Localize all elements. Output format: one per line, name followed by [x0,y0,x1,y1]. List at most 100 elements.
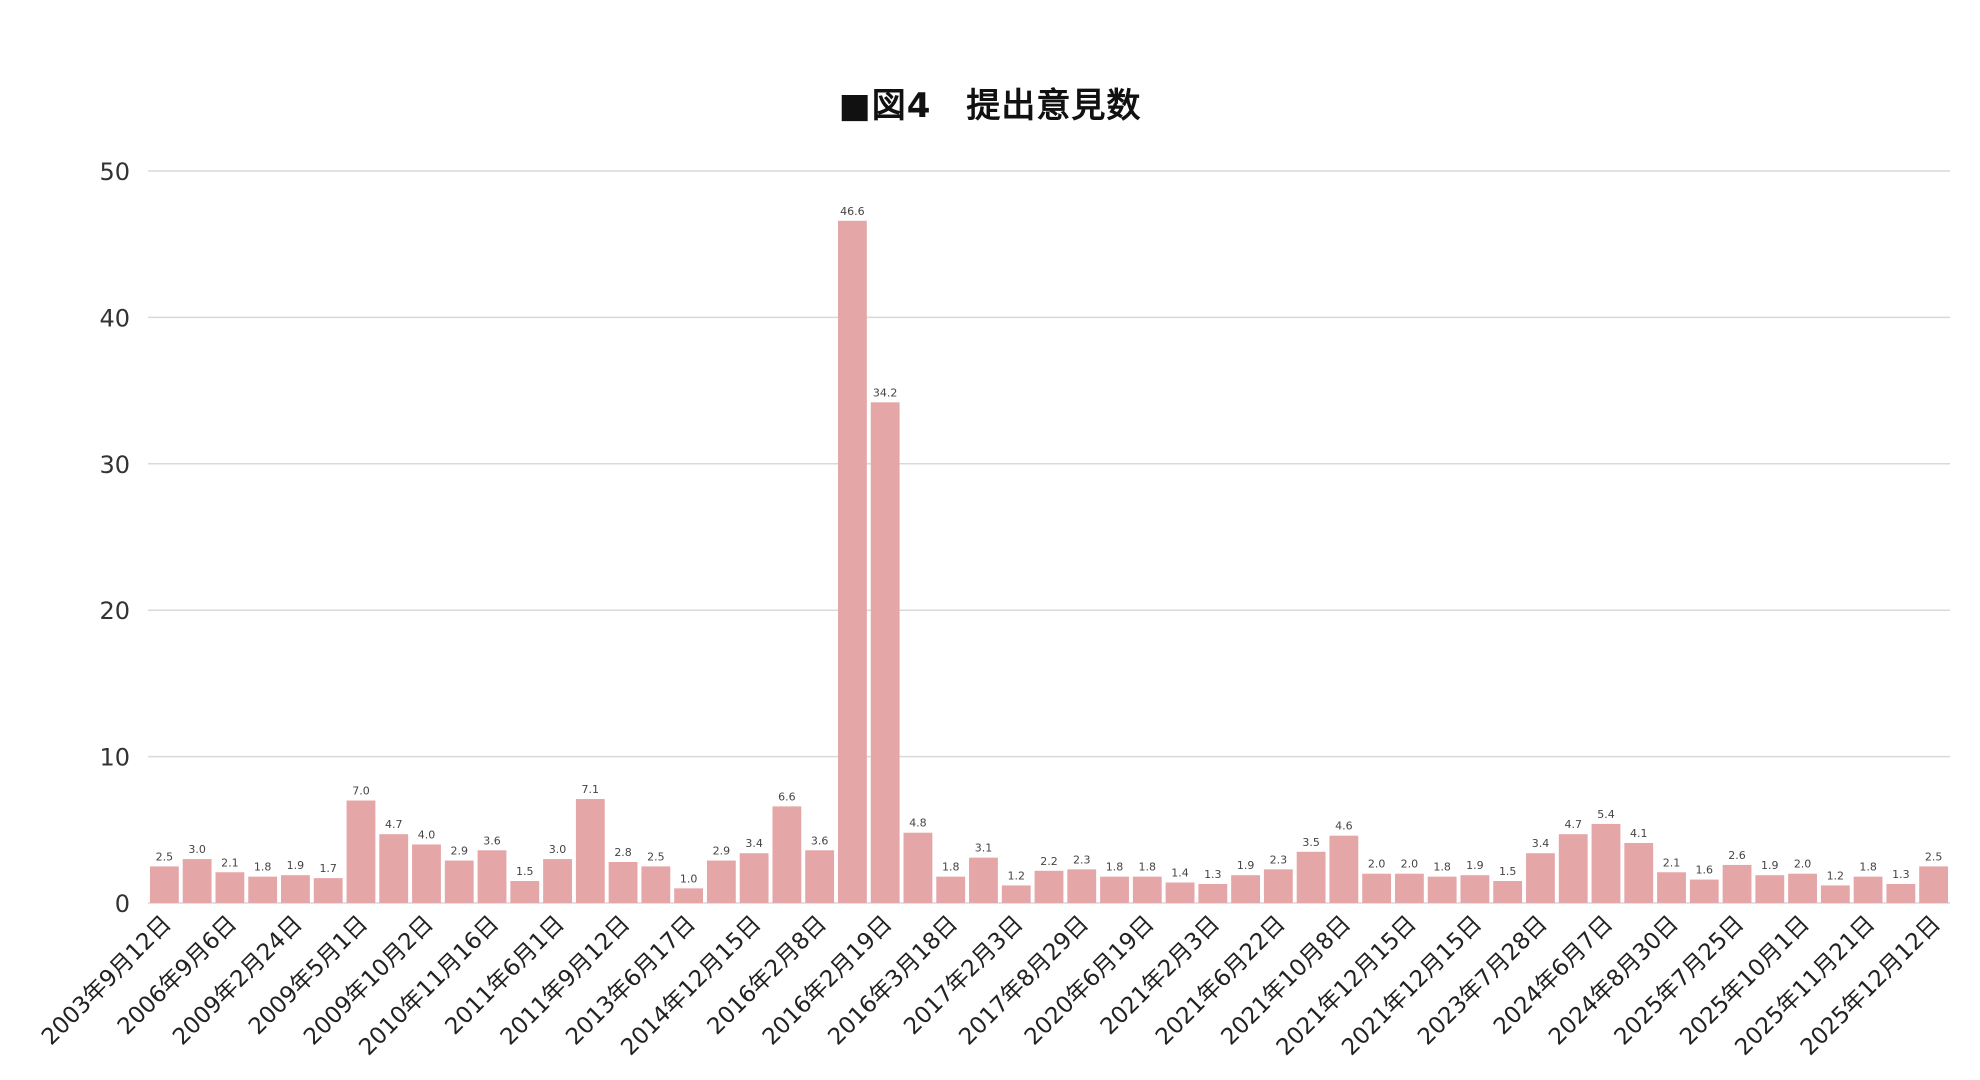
data-label: 3.6 [811,834,829,847]
bar [1591,823,1621,903]
data-label: 3.0 [549,843,567,856]
data-label: 4.7 [385,818,403,831]
data-label: 1.9 [1237,859,1255,872]
bar [379,834,409,903]
x-axis-ticks: 2003年9月12日2006年9月6日2009年2月24日2009年5月1日20… [37,911,1946,1061]
bar [1394,873,1424,903]
data-label: 3.1 [975,842,993,855]
data-label: 6.6 [778,790,796,803]
data-label: 1.8 [254,861,272,874]
data-label: 1.8 [1433,861,1451,874]
bar [1820,885,1850,903]
bar [510,881,540,903]
data-label: 5.4 [1597,808,1615,821]
data-label: 34.2 [873,386,898,399]
x-tick-label: 2016年2月8日 [703,911,832,1040]
bar [1034,870,1064,903]
data-label: 2.8 [614,846,632,859]
data-label: 2.2 [1040,855,1058,868]
bar [1722,864,1752,903]
data-label: 1.8 [1859,861,1877,874]
data-label: 4.7 [1564,818,1582,831]
bar [870,402,900,903]
data-label: 1.8 [1139,861,1157,874]
bar [575,799,605,903]
bar [608,862,638,903]
x-tick-label: 2011年6月1日 [441,911,570,1040]
data-label: 2.3 [1270,853,1288,866]
data-label: 46.6 [840,205,865,218]
data-label: 1.4 [1171,867,1189,880]
data-labels: 2.5 3.0 2.1 1.8 1.9 1.7 7.0 4.7 4.0 2.9 3.6 1.5 3.0 7… [156,205,1943,886]
x-tick-label: 2024年6月7日 [1489,911,1618,1040]
data-label: 1.9 [1466,859,1484,872]
bar [412,844,441,903]
x-tick-label: 2021年2月3日 [1096,911,1225,1040]
bar [281,875,310,903]
data-label: 3.6 [483,834,501,847]
bar [1493,881,1523,903]
bar [1558,834,1588,903]
bar [477,850,507,903]
bar [1853,876,1883,903]
bar [936,876,966,903]
data-label: 1.3 [1892,868,1910,881]
bar [1919,866,1949,903]
data-label: 4.1 [1630,827,1648,840]
y-tick-label: 0 [115,890,130,918]
data-label: 1.7 [319,862,337,875]
bar [838,220,867,903]
bar [1657,872,1686,903]
data-label: 2.5 [156,850,174,863]
y-tick-label: 40 [99,304,130,332]
data-label: 1.5 [1499,865,1517,878]
y-tick-label: 10 [99,744,130,772]
data-label: 2.5 [1925,850,1943,863]
bar [1296,851,1326,903]
bar [805,850,835,903]
data-label: 7.0 [352,785,370,798]
bar [1263,869,1293,903]
data-label: 1.6 [1696,864,1714,877]
bar [969,857,998,903]
bar [444,860,474,903]
bar [248,876,278,903]
data-label: 3.0 [188,843,206,856]
bar [313,878,343,903]
data-label: 1.2 [1827,869,1845,882]
y-tick-label: 50 [99,158,130,186]
bar [706,860,736,903]
data-label: 1.5 [516,865,534,878]
bar [1132,876,1162,903]
bar [1689,879,1719,903]
data-label: 3.4 [745,837,763,850]
x-tick-label: 2009年5月1日 [244,911,373,1040]
bars [149,220,1949,903]
bar [1165,882,1195,903]
data-label: 1.9 [1761,859,1779,872]
bar [1526,853,1555,903]
data-label: 2.1 [1663,856,1681,869]
bar [1231,875,1260,903]
bar [1067,869,1097,903]
data-label: 2.5 [647,850,665,863]
bar [182,859,212,903]
data-label: 2.9 [713,845,731,858]
y-tick-label: 30 [99,451,130,479]
data-label: 3.5 [1302,836,1320,849]
data-label: 2.0 [1794,858,1812,871]
bar [1198,883,1228,903]
data-label: 1.8 [1106,861,1124,874]
bar [739,853,769,903]
data-label: 4.8 [909,817,927,830]
data-label: 4.0 [418,828,436,841]
bar [641,866,671,903]
bar [1001,885,1031,903]
y-axis-ticks: 0 10 20 30 40 50 [99,158,130,918]
gridlines [148,170,1950,904]
y-tick-label: 20 [99,597,130,625]
data-label: 2.9 [451,845,469,858]
data-label: 1.3 [1204,868,1222,881]
chart-title: ■図4 提出意見数 [838,86,1142,126]
